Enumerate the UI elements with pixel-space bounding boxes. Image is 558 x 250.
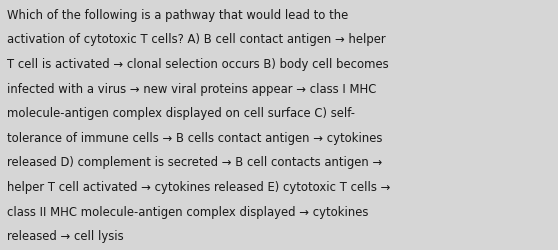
Text: Which of the following is a pathway that would lead to the: Which of the following is a pathway that…: [7, 9, 349, 22]
Text: activation of cytotoxic T cells? A) B cell contact antigen → helper: activation of cytotoxic T cells? A) B ce…: [7, 33, 386, 46]
Text: released → cell lysis: released → cell lysis: [7, 229, 124, 242]
Text: T cell is activated → clonal selection occurs B) body cell becomes: T cell is activated → clonal selection o…: [7, 58, 389, 71]
Text: infected with a virus → new viral proteins appear → class I MHC: infected with a virus → new viral protei…: [7, 82, 377, 95]
Text: released D) complement is secreted → B cell contacts antigen →: released D) complement is secreted → B c…: [7, 156, 382, 169]
Text: helper T cell activated → cytokines released E) cytotoxic T cells →: helper T cell activated → cytokines rele…: [7, 180, 391, 193]
Text: molecule-antigen complex displayed on cell surface C) self-: molecule-antigen complex displayed on ce…: [7, 107, 355, 120]
Text: tolerance of immune cells → B cells contact antigen → cytokines: tolerance of immune cells → B cells cont…: [7, 131, 383, 144]
Text: class II MHC molecule-antigen complex displayed → cytokines: class II MHC molecule-antigen complex di…: [7, 205, 369, 218]
